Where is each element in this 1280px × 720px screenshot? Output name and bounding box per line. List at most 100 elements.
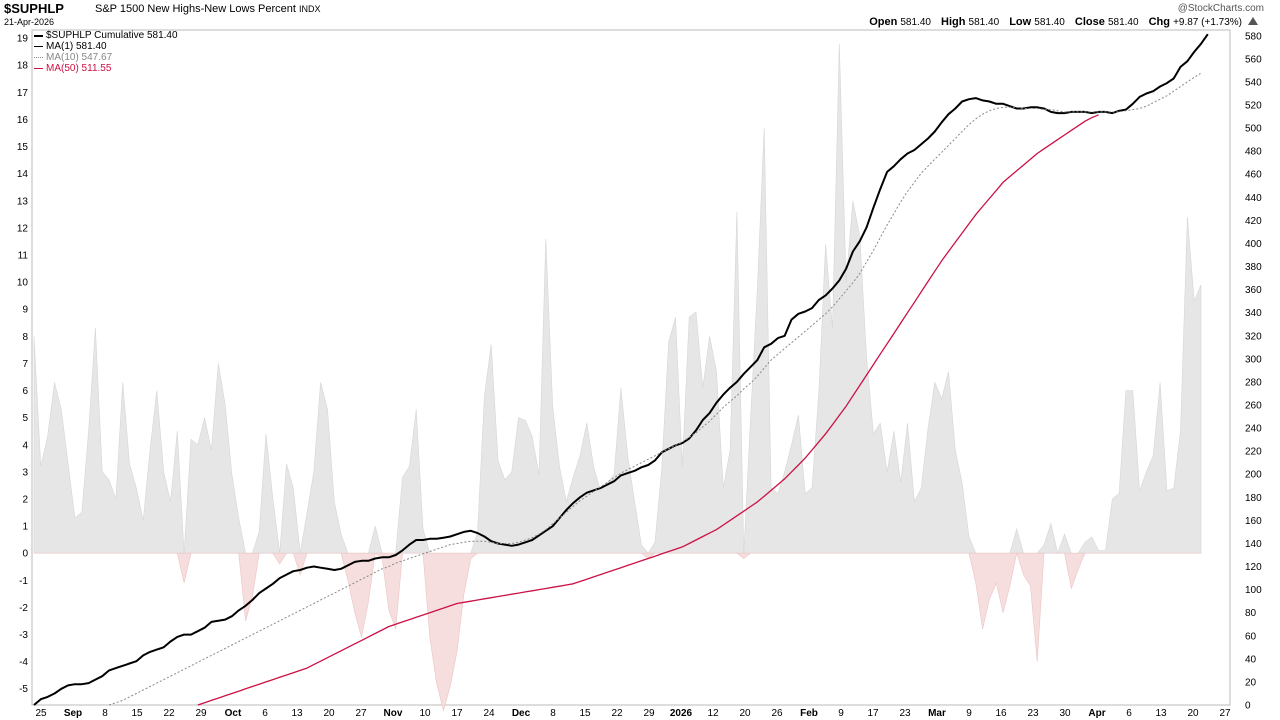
close-label: Close: [1074, 16, 1105, 28]
x-tick-label: Mar: [928, 708, 946, 719]
up-arrow-icon: [1248, 17, 1258, 25]
left-tick-label: 10: [17, 278, 29, 289]
left-tick-label: 7: [22, 359, 28, 370]
legend-item-ma50: MA(50) 511.55: [34, 63, 178, 74]
chg-value: +9.87 (+1.73%): [1173, 17, 1242, 28]
legend-swatch-cumulative: [34, 34, 43, 37]
x-tick-label: 17: [867, 708, 879, 719]
right-tick-label: 200: [1245, 470, 1262, 481]
x-tick-label: Oct: [225, 708, 242, 719]
right-tick-label: 380: [1245, 262, 1262, 273]
left-tick-label: 12: [17, 223, 29, 234]
right-tick-label: 320: [1245, 331, 1262, 342]
left-tick-label: 4: [22, 440, 28, 451]
x-tick-label: 20: [323, 708, 335, 719]
left-tick-label: 14: [17, 169, 29, 180]
legend-label-cumulative: $SUPHLP Cumulative 581.40: [46, 30, 178, 41]
left-tick-label: 1: [22, 522, 28, 533]
left-tick-label: 5: [22, 413, 28, 424]
x-tick-label: 29: [195, 708, 207, 719]
plot-frame: [31, 29, 1231, 706]
x-tick-label: 24: [483, 708, 495, 719]
left-tick-label: -3: [19, 630, 28, 641]
ma50-line: [197, 114, 1099, 706]
chart-header: $SUPHLP S&P 1500 New Highs-New Lows Perc…: [0, 0, 1280, 30]
left-tick-label: 8: [22, 332, 28, 343]
left-tick-label: 9: [22, 305, 28, 316]
legend-label-ma1: MA(1) 581.40: [46, 41, 107, 52]
x-tick-label: 6: [262, 708, 268, 719]
x-tick-label: 20: [739, 708, 751, 719]
right-tick-label: 580: [1245, 31, 1262, 42]
x-tick-label: Apr: [1088, 708, 1105, 719]
right-tick-label: 180: [1245, 493, 1262, 504]
close-value: 581.40: [1107, 17, 1139, 28]
x-tick-label: 22: [611, 708, 623, 719]
right-tick-label: 20: [1245, 677, 1257, 688]
x-tick-label: 9: [966, 708, 972, 719]
right-tick-label: 520: [1245, 101, 1262, 112]
x-tick-label: Dec: [512, 708, 531, 719]
right-tick-label: 300: [1245, 354, 1262, 365]
left-tick-label: 6: [22, 386, 28, 397]
right-tick-label: 460: [1245, 170, 1262, 181]
left-tick-label: 13: [17, 196, 29, 207]
ma10-line: [108, 72, 1202, 706]
legend-item-ma10: MA(10) 547.67: [34, 52, 178, 63]
x-tick-label: 13: [1155, 708, 1167, 719]
right-tick-label: 140: [1245, 539, 1262, 550]
left-tick-label: -1: [19, 576, 28, 587]
symbol-label: $SUPHLP: [4, 1, 64, 16]
right-tick-label: 480: [1245, 147, 1262, 158]
right-tick-label: 60: [1245, 631, 1257, 642]
left-tick-label: 3: [22, 467, 28, 478]
x-tick-label: 30: [1059, 708, 1071, 719]
series-name: S&P 1500 New Highs-New Lows Percent INDX: [95, 3, 320, 15]
legend-swatch-ma50: [34, 68, 43, 69]
x-tick-label: 26: [771, 708, 783, 719]
right-tick-label: 0: [1245, 701, 1251, 712]
x-tick-label: 15: [131, 708, 143, 719]
x-tick-label: 16: [995, 708, 1007, 719]
right-tick-label: 260: [1245, 401, 1262, 412]
right-tick-label: 80: [1245, 608, 1257, 619]
left-tick-label: 11: [18, 251, 29, 262]
chg-label: Chg: [1148, 16, 1170, 28]
exchange-label: INDX: [298, 4, 321, 14]
left-tick-label: 18: [17, 61, 29, 72]
open-label: Open: [869, 16, 898, 28]
right-tick-label: 160: [1245, 516, 1262, 527]
x-tick-label: 27: [1219, 708, 1231, 719]
left-tick-label: -2: [19, 603, 28, 614]
open-value: 581.40: [900, 17, 931, 28]
right-tick-label: 340: [1245, 308, 1262, 319]
cumulative-line: [33, 33, 1209, 706]
x-tick-label: 13: [291, 708, 303, 719]
ohlc-readout: Open 581.40 High 581.40 Low 581.40 Close…: [862, 16, 1242, 28]
left-tick-label: 16: [17, 115, 29, 126]
brand-label[interactable]: @StockCharts.com: [1177, 3, 1264, 14]
right-tick-label: 120: [1245, 562, 1262, 573]
legend-item-cumulative: $SUPHLP Cumulative 581.40: [34, 30, 178, 41]
right-tick-label: 240: [1245, 424, 1262, 435]
x-tick-label: 20: [1187, 708, 1199, 719]
high-value: 581.40: [968, 17, 1000, 28]
right-tick-label: 540: [1245, 77, 1262, 88]
legend-label-ma10: MA(10) 547.67: [46, 52, 113, 63]
right-tick-label: 40: [1245, 654, 1257, 665]
right-tick-label: 440: [1245, 193, 1262, 204]
right-tick-label: 500: [1245, 124, 1262, 135]
x-tick-label: 22: [163, 708, 175, 719]
low-label: Low: [1009, 16, 1032, 28]
x-tick-label: 8: [102, 708, 108, 719]
legend-item-ma1: MA(1) 581.40: [34, 41, 178, 52]
low-value: 581.40: [1034, 17, 1065, 28]
x-tick-label: 2026: [670, 708, 693, 719]
hlp-area-negative: [33, 552, 1202, 712]
left-tick-label: 2: [22, 495, 28, 506]
x-tick-label: 6: [1126, 708, 1132, 719]
high-label: High: [941, 16, 966, 28]
legend-swatch-ma10: [34, 57, 43, 58]
right-tick-label: 360: [1245, 285, 1262, 296]
